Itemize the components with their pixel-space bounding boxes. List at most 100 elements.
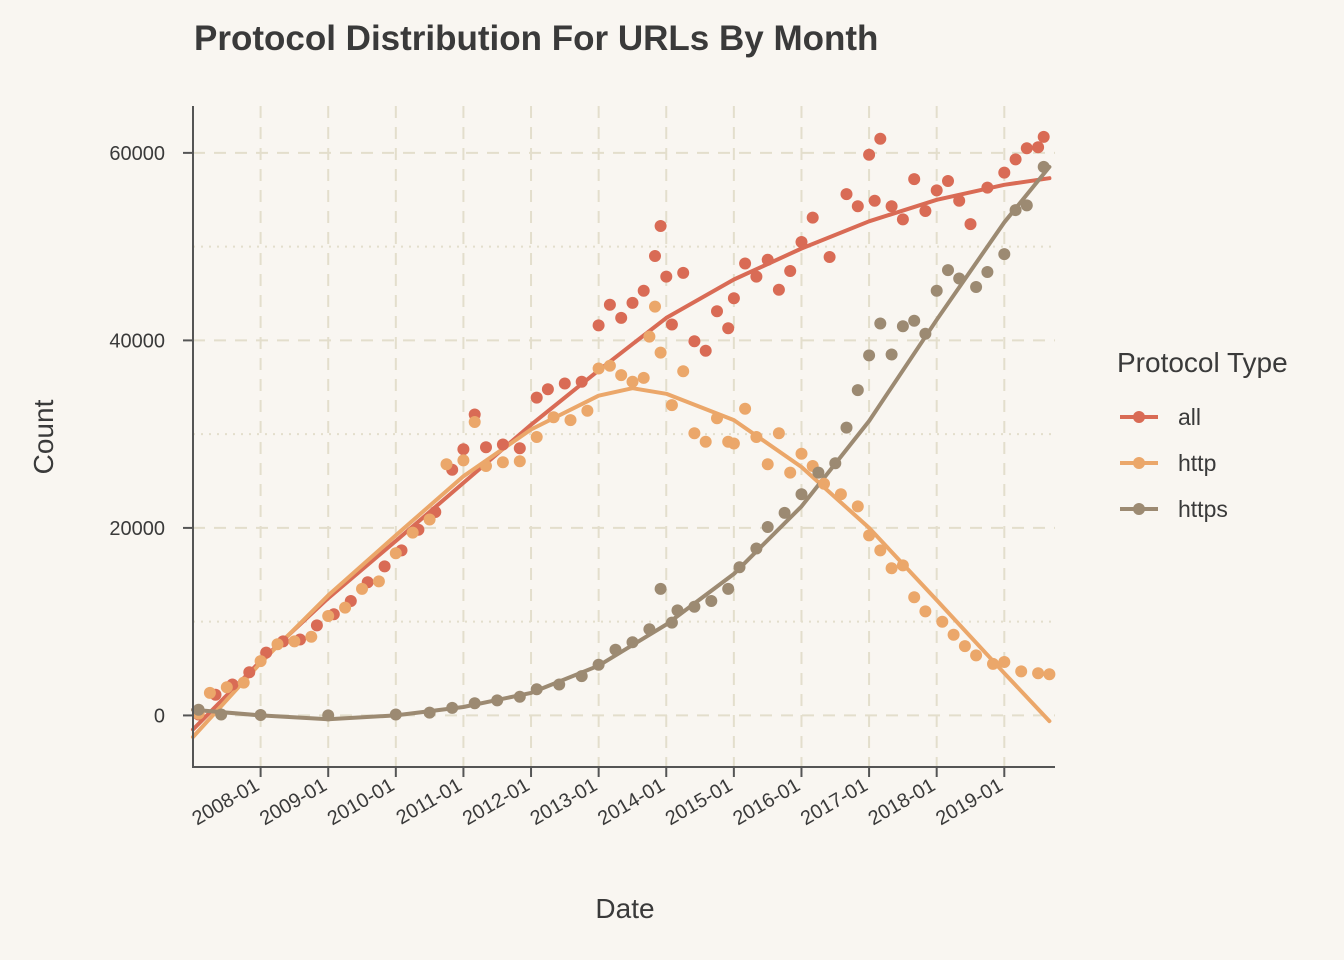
legend-label: http <box>1178 450 1216 476</box>
data-point-http <box>513 455 526 468</box>
data-point-http <box>970 649 983 662</box>
data-point-all <box>310 619 323 632</box>
data-point-http <box>237 676 250 689</box>
data-point-http <box>372 575 385 588</box>
data-point-http <box>739 402 752 415</box>
y-axis-ticks: 0 20000 40000 60000 <box>109 143 193 727</box>
data-point-https <box>840 421 853 434</box>
data-point-http <box>761 458 774 471</box>
data-point-https <box>896 320 909 333</box>
data-point-https <box>322 709 335 722</box>
data-point-http <box>772 427 785 440</box>
data-point-all <box>896 213 909 226</box>
legend-key-point <box>1133 503 1145 515</box>
x-axis-title: Date <box>595 893 654 924</box>
data-point-http <box>203 686 216 699</box>
data-point-all <box>981 181 994 194</box>
data-point-http <box>547 411 560 424</box>
data-point-http <box>288 635 301 648</box>
data-point-http <box>947 628 960 641</box>
legend-item-https: https <box>1120 496 1228 522</box>
data-point-https <box>998 248 1011 261</box>
data-point-https <box>863 349 876 362</box>
data-point-all <box>665 318 678 331</box>
data-point-http <box>480 460 492 472</box>
data-point-all <box>772 283 785 296</box>
data-point-all <box>795 236 808 248</box>
data-point-all <box>513 442 526 455</box>
data-point-all <box>575 375 588 388</box>
data-point-all <box>908 173 921 186</box>
data-point-http <box>322 610 335 622</box>
data-point-https <box>795 488 808 501</box>
data-point-http <box>581 404 594 417</box>
data-point-http <box>677 365 690 378</box>
data-point-https <box>423 706 436 719</box>
data-point-all <box>626 296 639 309</box>
data-point-all <box>541 383 554 396</box>
trend-line-http <box>191 386 1052 739</box>
legend-label: https <box>1178 496 1228 522</box>
data-point-all <box>457 443 470 456</box>
data-point-http <box>818 477 830 490</box>
data-point-http <box>592 362 605 375</box>
data-point-https <box>468 697 481 710</box>
data-point-https <box>851 384 864 397</box>
legend-title: Protocol Type <box>1117 347 1288 378</box>
data-point-https <box>389 708 402 721</box>
data-point-http <box>936 615 949 628</box>
chart-title: Protocol Distribution For URLs By Month <box>194 19 878 58</box>
data-point-all <box>750 270 763 283</box>
data-point-all <box>806 211 819 224</box>
axes <box>192 106 1055 768</box>
data-point-http <box>254 655 267 668</box>
data-point-https <box>942 264 954 277</box>
data-point-http <box>1032 667 1045 680</box>
data-point-http <box>711 412 723 425</box>
legend-key-point <box>1133 411 1145 423</box>
data-point-http <box>603 359 616 372</box>
data-point-http <box>339 601 352 614</box>
data-point-http <box>423 513 436 526</box>
data-point-all <box>964 218 977 231</box>
data-point-all <box>496 438 509 451</box>
data-point-https <box>609 643 622 656</box>
data-point-https <box>665 616 678 629</box>
data-point-all <box>874 132 887 145</box>
data-point-http <box>784 466 797 479</box>
data-point-all <box>784 265 797 277</box>
data-point-all <box>942 175 954 187</box>
data-point-http <box>649 300 661 313</box>
legend-item-all: all <box>1120 404 1201 430</box>
data-point-all <box>930 184 943 197</box>
data-point-https <box>671 604 684 617</box>
data-point-http <box>885 562 898 575</box>
legend-label: all <box>1178 404 1201 430</box>
data-point-http <box>389 547 402 560</box>
data-point-all <box>530 391 543 404</box>
y-tick-label: 60000 <box>109 143 165 165</box>
data-point-all <box>851 200 864 213</box>
data-points <box>192 130 1056 722</box>
data-point-all <box>660 270 673 283</box>
data-point-all <box>739 257 752 270</box>
data-point-http <box>564 414 577 427</box>
data-point-all <box>863 148 876 161</box>
data-point-http <box>440 458 453 471</box>
data-point-http <box>727 437 740 450</box>
data-point-https <box>1020 199 1033 212</box>
data-point-http <box>699 435 712 448</box>
legend-key-point <box>1133 457 1145 469</box>
data-point-https <box>874 317 887 330</box>
data-point-https <box>654 582 667 595</box>
data-point-https <box>981 266 994 278</box>
data-point-all <box>1037 130 1050 143</box>
data-point-https <box>446 701 459 714</box>
data-point-http <box>643 330 656 343</box>
data-point-all <box>727 292 740 305</box>
y-tick-label: 40000 <box>109 330 165 352</box>
data-point-all <box>603 298 616 311</box>
data-point-all <box>868 194 881 207</box>
data-point-all <box>243 666 256 679</box>
